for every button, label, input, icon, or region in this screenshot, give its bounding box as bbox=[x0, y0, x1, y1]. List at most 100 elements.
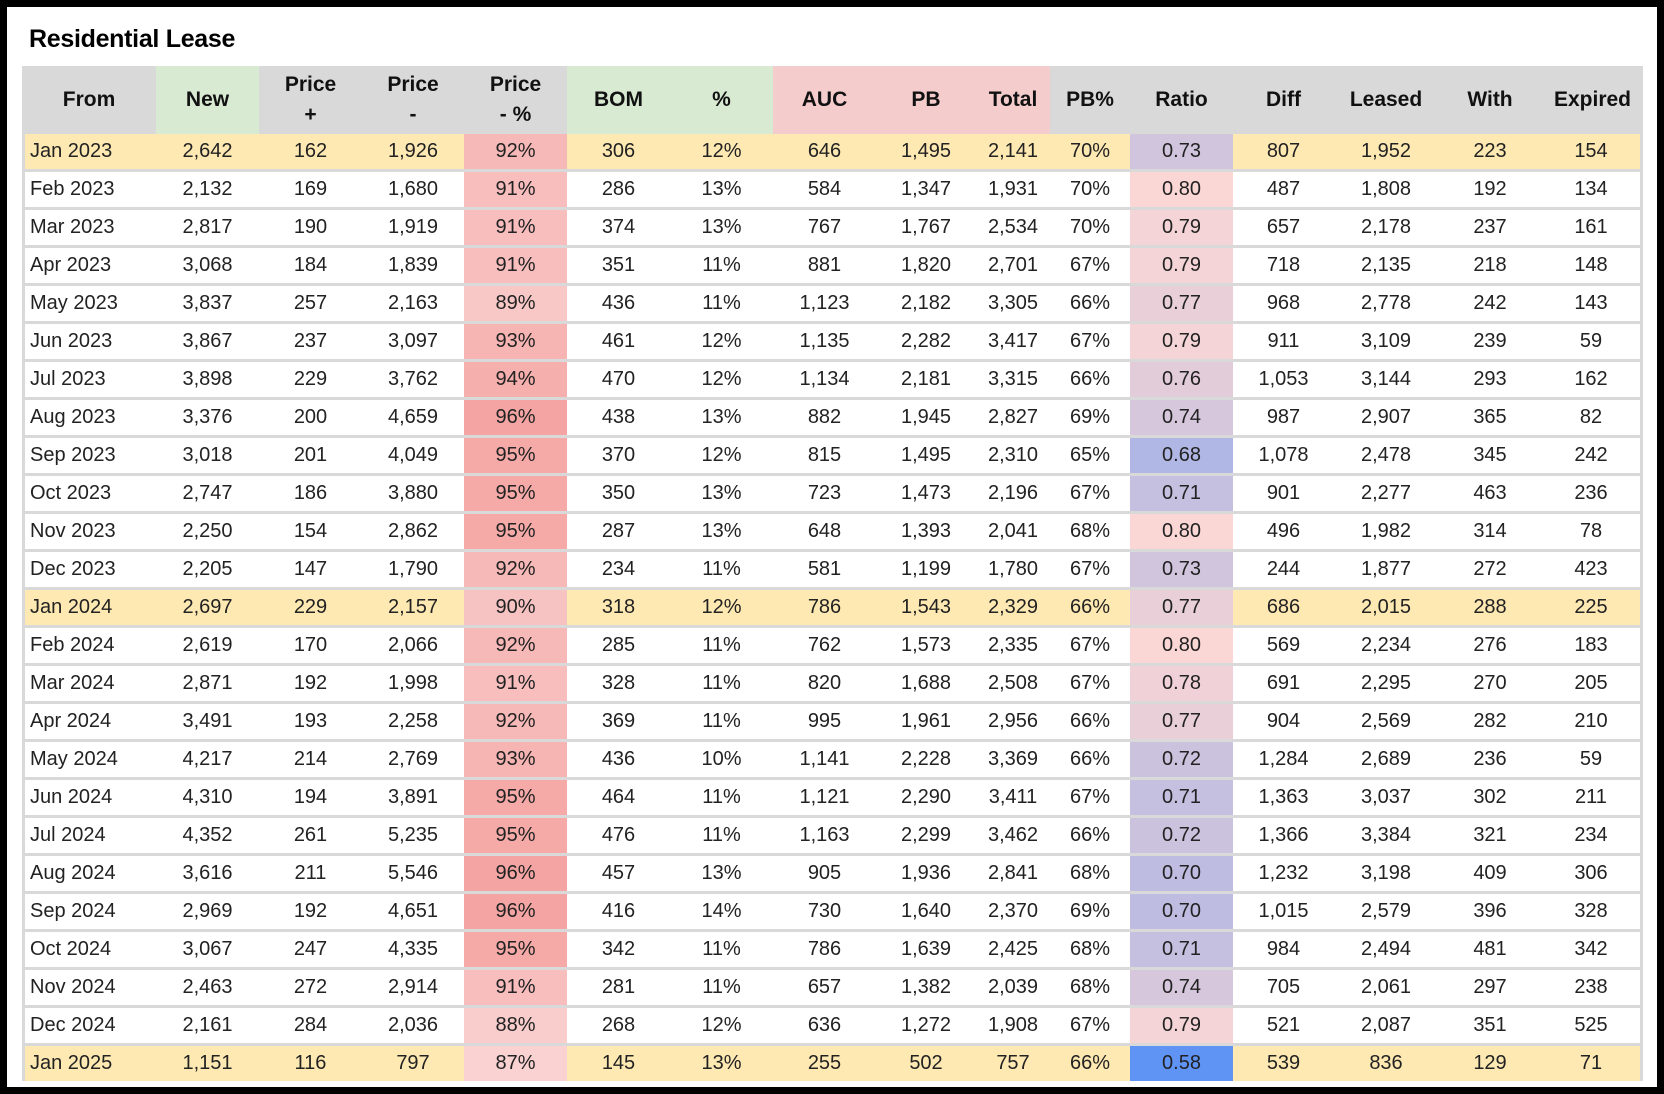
table-row: Sep 2024 2,969 192 4,651 96% 416 14% 730 1,640 2,… bbox=[22, 891, 1643, 929]
column-header-bom-5[interactable]: BOM bbox=[567, 66, 670, 134]
table-cell: 306 bbox=[567, 134, 670, 169]
column-header-auc-7[interactable]: AUC bbox=[773, 66, 876, 134]
table-cell: 4,335 bbox=[362, 929, 464, 967]
table-cell: 67% bbox=[1050, 473, 1130, 511]
column-header-expired-15[interactable]: Expired bbox=[1542, 66, 1643, 134]
table-cell: 3,491 bbox=[156, 701, 259, 739]
column-header--6[interactable]: % bbox=[670, 66, 773, 134]
table-cell: 757 bbox=[976, 1043, 1050, 1081]
table-cell: 1,931 bbox=[976, 169, 1050, 207]
table-cell: 0.79 bbox=[1130, 245, 1233, 283]
column-header-price-4[interactable]: Price - % bbox=[464, 66, 567, 134]
table-cell: 786 bbox=[773, 587, 876, 625]
table-cell: 211 bbox=[1542, 777, 1643, 815]
table-row: Jul 2024 4,352 261 5,235 95% 476 11% 1,163 2,299… bbox=[22, 815, 1643, 853]
table-cell: 281 bbox=[567, 967, 670, 1005]
table-cell: 0.74 bbox=[1130, 967, 1233, 1005]
table-cell: 1,790 bbox=[362, 549, 464, 587]
table-row: Apr 2024 3,491 193 2,258 92% 369 11% 995 1,961 2,… bbox=[22, 701, 1643, 739]
row-month-cell: Jan 2024 bbox=[22, 587, 156, 625]
table-cell: 2,066 bbox=[362, 625, 464, 663]
table-cell: 154 bbox=[259, 511, 362, 549]
table-cell: 169 bbox=[259, 169, 362, 207]
table-cell: 0.76 bbox=[1130, 359, 1233, 397]
table-cell: 293 bbox=[1438, 359, 1542, 397]
column-header-price-2[interactable]: Price + bbox=[259, 66, 362, 134]
table-cell: 1,926 bbox=[362, 134, 464, 169]
table-cell: 2,181 bbox=[876, 359, 976, 397]
table-cell: 2,494 bbox=[1334, 929, 1438, 967]
table-cell: 13% bbox=[670, 1043, 773, 1081]
table-cell: 2,689 bbox=[1334, 739, 1438, 777]
row-month-cell: Feb 2023 bbox=[22, 169, 156, 207]
table-cell: 2,642 bbox=[156, 134, 259, 169]
table-row: Nov 2023 2,250 154 2,862 95% 287 13% 648 1,393 2,… bbox=[22, 511, 1643, 549]
table-cell: 723 bbox=[773, 473, 876, 511]
row-month-cell: Mar 2024 bbox=[22, 663, 156, 701]
table-cell: 1,877 bbox=[1334, 549, 1438, 587]
table-cell: 12% bbox=[670, 587, 773, 625]
table-cell: 12% bbox=[670, 134, 773, 169]
residential-lease-table: From New Price + Price - Price - % BOM% AUC PB Tota… bbox=[22, 66, 1643, 1081]
row-month-cell: Apr 2024 bbox=[22, 701, 156, 739]
table-cell: 1,639 bbox=[876, 929, 976, 967]
column-header-total-9[interactable]: Total bbox=[976, 66, 1050, 134]
column-header-pb-10[interactable]: PB% bbox=[1050, 66, 1130, 134]
table-cell: 4,049 bbox=[362, 435, 464, 473]
column-header-label: Expired bbox=[1553, 88, 1632, 111]
table-cell: 270 bbox=[1438, 663, 1542, 701]
row-month-cell: May 2024 bbox=[22, 739, 156, 777]
table-cell: 184 bbox=[259, 245, 362, 283]
table-cell: 11% bbox=[670, 283, 773, 321]
table-row: May 2023 3,837 257 2,163 89% 436 11% 1,123 2,182… bbox=[22, 283, 1643, 321]
table-cell: 2,295 bbox=[1334, 663, 1438, 701]
table-cell: 91% bbox=[464, 169, 567, 207]
table-cell: 342 bbox=[567, 929, 670, 967]
table-cell: 470 bbox=[567, 359, 670, 397]
table-cell: 3,762 bbox=[362, 359, 464, 397]
table-cell: 463 bbox=[1438, 473, 1542, 511]
column-header-label: AUC bbox=[801, 88, 848, 111]
table-row: Aug 2024 3,616 211 5,546 96% 457 13% 905 1,936 2,… bbox=[22, 853, 1643, 891]
table-cell: 154 bbox=[1542, 134, 1643, 169]
table-cell: 0.71 bbox=[1130, 929, 1233, 967]
table-cell: 321 bbox=[1438, 815, 1542, 853]
table-cell: 1,808 bbox=[1334, 169, 1438, 207]
table-cell: 3,305 bbox=[976, 283, 1050, 321]
table-cell: 67% bbox=[1050, 549, 1130, 587]
column-header-ratio-11[interactable]: Ratio bbox=[1130, 66, 1233, 134]
column-header-leased-13[interactable]: Leased bbox=[1334, 66, 1438, 134]
column-header-with-14[interactable]: With bbox=[1438, 66, 1542, 134]
column-header-pb-8[interactable]: PB bbox=[876, 66, 976, 134]
table-cell: 95% bbox=[464, 473, 567, 511]
column-header-diff-12[interactable]: Diff bbox=[1233, 66, 1334, 134]
table-cell: 487 bbox=[1233, 169, 1334, 207]
column-header-from-0[interactable]: From bbox=[22, 66, 156, 134]
table-cell: 70% bbox=[1050, 169, 1130, 207]
column-header-new-1[interactable]: New bbox=[156, 66, 259, 134]
table-cell: 94% bbox=[464, 359, 567, 397]
table-cell: 3,616 bbox=[156, 853, 259, 891]
table-cell: 244 bbox=[1233, 549, 1334, 587]
table-cell: 1,393 bbox=[876, 511, 976, 549]
table-cell: 502 bbox=[876, 1043, 976, 1081]
table-cell: 4,217 bbox=[156, 739, 259, 777]
table-cell: 13% bbox=[670, 511, 773, 549]
table-row: Mar 2023 2,817 190 1,919 91% 374 13% 767 1,767 2,… bbox=[22, 207, 1643, 245]
table-cell: 13% bbox=[670, 169, 773, 207]
table-cell: 67% bbox=[1050, 625, 1130, 663]
row-month-cell: Mar 2023 bbox=[22, 207, 156, 245]
table-cell: 11% bbox=[670, 663, 773, 701]
table-cell: 539 bbox=[1233, 1043, 1334, 1081]
row-month-cell: Jun 2024 bbox=[22, 777, 156, 815]
table-cell: 762 bbox=[773, 625, 876, 663]
table-cell: 68% bbox=[1050, 853, 1130, 891]
table-cell: 2,290 bbox=[876, 777, 976, 815]
table-cell: 995 bbox=[773, 701, 876, 739]
table-cell: 96% bbox=[464, 397, 567, 435]
table-cell: 242 bbox=[1438, 283, 1542, 321]
column-header-label: PB bbox=[911, 88, 941, 111]
column-header-price-3[interactable]: Price - bbox=[362, 66, 464, 134]
table-cell: 461 bbox=[567, 321, 670, 359]
table-cell: 569 bbox=[1233, 625, 1334, 663]
